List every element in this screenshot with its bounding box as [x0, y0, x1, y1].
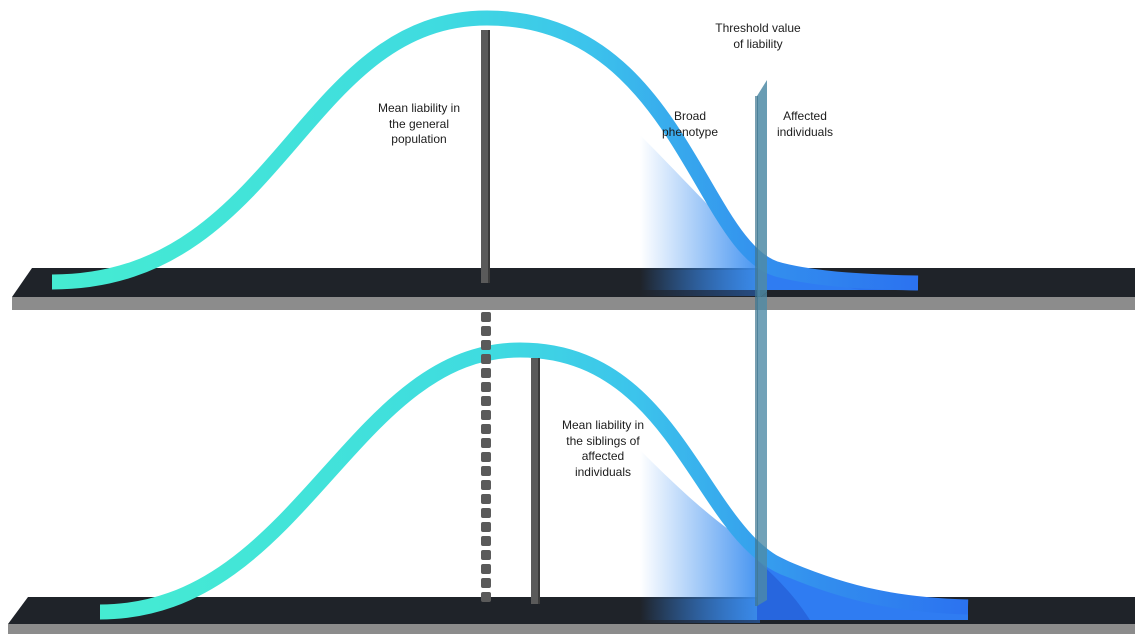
dashed-segment	[481, 354, 491, 364]
threshold-plane-edge	[755, 96, 758, 606]
dashed-segment	[481, 480, 491, 490]
top-platform-side	[12, 297, 1135, 310]
dashed-segment	[481, 508, 491, 518]
top-platform-surface	[12, 268, 1135, 297]
dashed-segment	[481, 452, 491, 462]
dashed-segment	[481, 312, 491, 322]
threshold-plane-top	[757, 80, 767, 300]
dashed-segment	[481, 326, 491, 336]
dashed-segment	[481, 536, 491, 546]
bottom-affected-region-shade	[757, 560, 810, 620]
top-distribution-curve	[51, 10, 919, 291]
population-mean-reference-dashed	[481, 312, 491, 602]
dashed-segment	[481, 578, 491, 588]
bottom-distribution-curve	[99, 342, 969, 620]
dashed-segment	[481, 340, 491, 350]
top-mean-bar	[481, 30, 490, 283]
dashed-segment	[481, 466, 491, 476]
threshold-plane-bottom	[757, 292, 767, 606]
mean-siblings-label: Mean liability in the siblings of affect…	[561, 418, 645, 479]
threshold-plane	[755, 80, 767, 606]
dashed-segment	[481, 550, 491, 560]
dashed-segment	[481, 592, 491, 602]
affected-individuals-label: Affected individuals	[776, 109, 834, 139]
bottom-broad-phenotype-region	[640, 450, 760, 620]
top-mean-bar-shade	[488, 30, 490, 283]
dashed-segment	[481, 494, 491, 504]
top-broad-phenotype-region	[640, 135, 760, 290]
dashed-segment	[481, 424, 491, 434]
top-panel	[12, 10, 1135, 310]
bottom-mean-siblings-bar	[531, 358, 540, 604]
bottom-platform-side	[8, 624, 1135, 634]
bottom-mean-siblings-bar-shade	[538, 358, 540, 604]
broad-phenotype-label: Broad phenotype	[661, 109, 719, 139]
dashed-segment	[481, 382, 491, 392]
dashed-segment	[481, 368, 491, 378]
dashed-segment	[481, 564, 491, 574]
mean-general-population-label: Mean liability in the general population	[377, 101, 461, 146]
dashed-segment	[481, 410, 491, 420]
threshold-label: Threshold value of liability	[715, 21, 801, 51]
dashed-segment	[481, 396, 491, 406]
bottom-panel	[8, 342, 1135, 634]
dashed-segment	[481, 522, 491, 532]
dashed-segment	[481, 438, 491, 448]
